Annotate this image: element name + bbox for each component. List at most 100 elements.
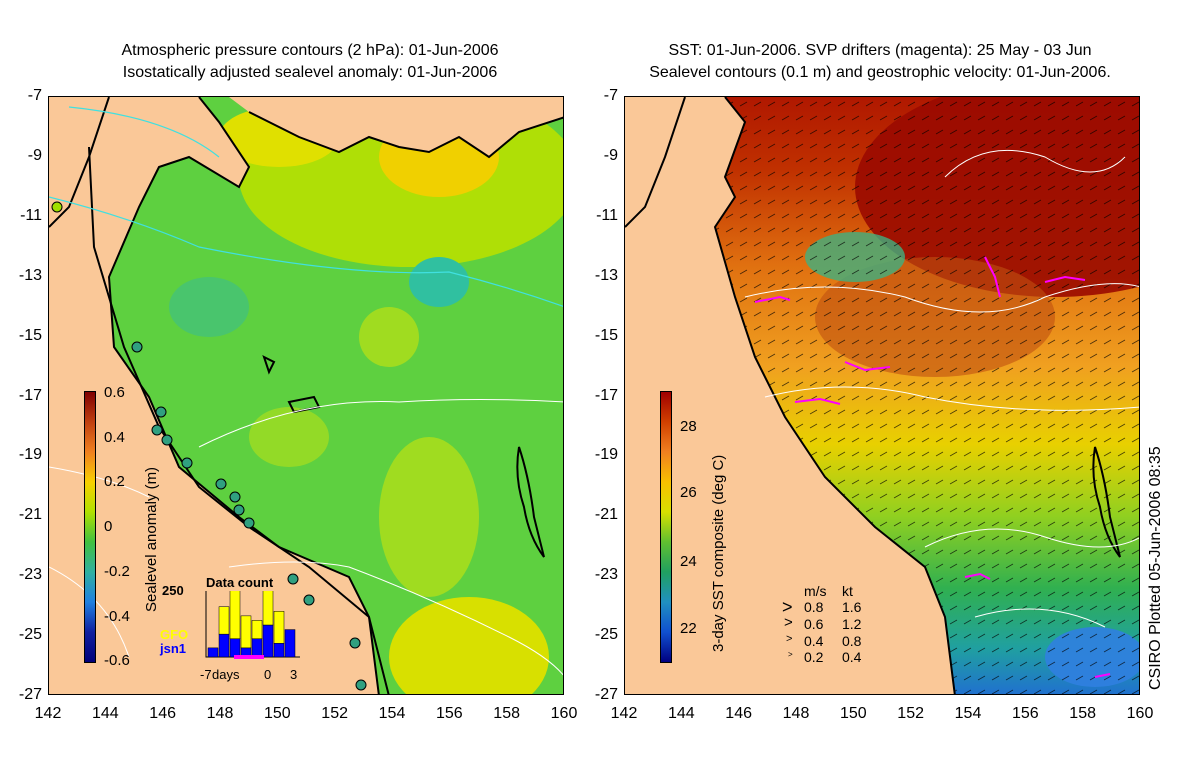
cb-right-tick: 22 — [680, 620, 697, 637]
speed-legend-header-ms: m/s — [804, 583, 827, 599]
x-tick-label: 144 — [667, 705, 695, 722]
y-tick-label: -9 — [603, 146, 618, 164]
sst-map-panel — [624, 96, 1140, 695]
x-tick-label: 154 — [378, 705, 406, 722]
speed-legend-ms: 0.4 — [804, 633, 824, 649]
cape-york-land — [625, 97, 685, 227]
y-tick-label: -27 — [594, 686, 618, 703]
drifter-track — [754, 295, 791, 303]
credit-text: CSIRO Plotted 05-Jun-2006 08:35 — [1147, 446, 1164, 690]
shelf-contour — [88, 146, 390, 694]
cb-left-tick: -0.2 — [104, 563, 130, 580]
cb-left-tick: 0.6 — [104, 384, 125, 401]
inset-bar-jsn1 — [273, 643, 285, 658]
data-count-inset: Data count 250 GFO jsn1 -7 days 0 3 — [160, 575, 300, 685]
inset-bar-jsn1 — [218, 633, 230, 658]
inset-xtick-3: 3 — [290, 667, 298, 682]
sealevel-colorbar — [84, 391, 96, 663]
cb-left-tick: -0.4 — [104, 608, 130, 625]
y-tick-label: -11 — [596, 206, 618, 224]
inset-bar-jsn1 — [229, 638, 241, 658]
y-tick-label: -21 — [594, 506, 618, 524]
inset-bar-gfo — [240, 615, 252, 649]
inset-xlabel: days — [212, 667, 240, 682]
inset-bar-gfo — [273, 611, 285, 644]
cb-right-tick: 28 — [680, 418, 697, 435]
inset-title: Data count — [206, 575, 274, 590]
y-tick-label: -11 — [20, 206, 42, 224]
x-tick-label: 150 — [839, 705, 867, 722]
y-tick-label: -23 — [594, 566, 618, 584]
x-tick-label: 156 — [435, 705, 463, 722]
speed-legend-arrow: > — [782, 597, 793, 617]
y-tick-label: -19 — [594, 446, 618, 464]
x-tick-label: 142 — [34, 705, 62, 722]
drifter-track — [1094, 673, 1111, 678]
inset-ymax: 250 — [162, 583, 184, 598]
sst-map — [625, 97, 1139, 694]
y-tick-label: -7 — [27, 87, 42, 104]
x-tick-label: 152 — [897, 705, 924, 722]
pressure-contour — [198, 399, 563, 448]
cb-left-tick: 0.4 — [104, 429, 125, 446]
cb-right-label: 3-day SST composite (deg C) — [710, 454, 727, 652]
y-tick-label: -19 — [18, 446, 42, 464]
anomaly-patch — [389, 597, 549, 694]
reef-outline — [1092, 446, 1121, 558]
y-tick-label: -15 — [18, 326, 42, 344]
cape-york-land — [49, 97, 109, 227]
y-tick-label: -17 — [18, 386, 42, 404]
x-tick-label: 158 — [493, 705, 520, 722]
sealevel-contour — [744, 283, 1139, 313]
inset-bar-jsn1 — [262, 624, 274, 658]
x-tick-label: 160 — [1126, 705, 1154, 722]
y-tick-label: -17 — [594, 386, 618, 404]
speed-legend-ms: 0.8 — [804, 599, 824, 615]
anomaly-patch — [249, 407, 329, 467]
inset-xtick-neg7: -7 — [200, 667, 212, 682]
inset-xtick-0: 0 — [264, 667, 272, 682]
pressure-contour — [49, 196, 563, 307]
inset-bar-jsn1 — [207, 647, 219, 658]
x-tick-label: 158 — [1069, 705, 1096, 722]
x-tick-label: 148 — [206, 705, 234, 722]
cb-left-tick: -0.6 — [104, 652, 130, 669]
cb-left-tick: 0.2 — [104, 473, 125, 490]
x-tick-label: 152 — [321, 705, 348, 722]
inset-bar-jsn1 — [251, 638, 263, 658]
speed-legend-kt: 1.6 — [842, 599, 862, 615]
x-tick-label: 156 — [1011, 705, 1039, 722]
x-tick-label: 150 — [263, 705, 291, 722]
drifter-track — [1044, 275, 1086, 283]
x-tick-label: 142 — [610, 705, 638, 722]
speed-legend-arrow: > — [784, 614, 793, 631]
x-tick-label: 144 — [91, 705, 119, 722]
y-tick-label: -13 — [594, 266, 618, 284]
drifter-track — [844, 361, 891, 372]
speed-legend-header-kt: kt — [842, 583, 853, 599]
y-tick-label: -15 — [594, 326, 618, 344]
x-tick-label: 146 — [725, 705, 752, 722]
drifter-track — [794, 397, 841, 405]
anomaly-patch — [379, 437, 479, 597]
inset-bar-gfo — [251, 620, 263, 639]
y-tick-label: -13 — [18, 266, 42, 284]
inset-bar-gfo — [218, 606, 230, 635]
x-tick-label: 160 — [550, 705, 578, 722]
sst-colorbar — [660, 391, 672, 663]
cb-right-tick: 24 — [680, 553, 697, 570]
sealevel-map-panel — [48, 96, 564, 695]
left-title-line1: Atmospheric pressure contours (2 hPa): 0… — [121, 42, 499, 59]
y-tick-label: -27 — [18, 686, 42, 703]
inset-bar-jsn1 — [284, 629, 296, 658]
x-tick-label: 154 — [954, 705, 982, 722]
speed-legend-ms: 0.6 — [804, 616, 824, 632]
sealevel-map — [49, 97, 563, 694]
x-tick-label: 148 — [782, 705, 810, 722]
inset-bar-gfo — [262, 591, 274, 626]
speed-legend-kt: 0.4 — [842, 649, 862, 665]
inset-histogram — [205, 591, 300, 659]
anomaly-patch — [359, 307, 419, 367]
left-title-line2: Isostatically adjusted sealevel anomaly:… — [122, 64, 498, 81]
cb-left-label: Sealevel anomaly (m) — [143, 466, 160, 612]
